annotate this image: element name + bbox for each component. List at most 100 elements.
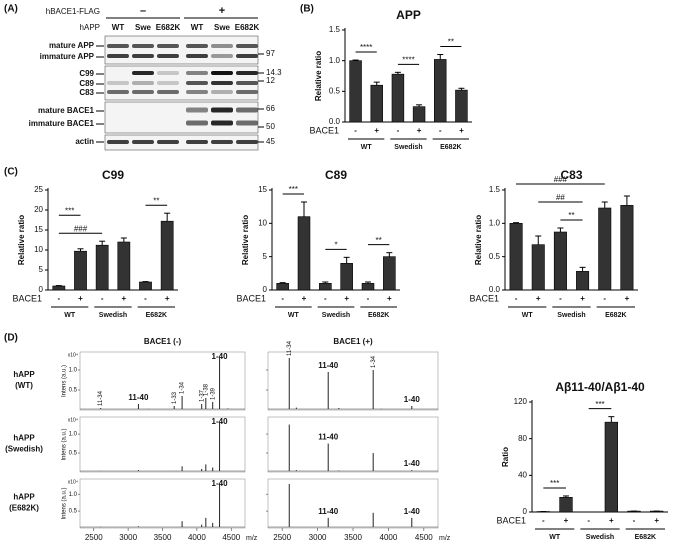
- y-tick-label: 0.0: [329, 117, 341, 126]
- bar: [74, 250, 87, 291]
- bar: [117, 241, 131, 291]
- x-tick-label: -: [324, 294, 327, 303]
- bar: [598, 207, 612, 291]
- y-tick-label: 0.5: [489, 252, 501, 261]
- lane-label: WT: [191, 23, 204, 32]
- x-tick-label: 4500: [222, 533, 240, 542]
- blot-band: [132, 54, 154, 58]
- y-tick-label: 1.0: [69, 432, 78, 438]
- significance-label: ###: [554, 175, 568, 184]
- y-tick-label: 0: [39, 285, 44, 294]
- y-axis-label: Relative ratio: [241, 215, 250, 265]
- blot-band: [236, 120, 258, 126]
- y-tick-label: 15: [258, 185, 267, 194]
- y-tick-label: 15: [34, 225, 43, 234]
- blot-band: [186, 54, 208, 58]
- blot-band: [132, 71, 154, 75]
- y-tick-label: 20: [34, 205, 43, 214]
- blot-frame: [104, 101, 259, 134]
- blot-band: [107, 54, 129, 58]
- blot-band: [236, 81, 258, 85]
- x-tick-label: -: [57, 294, 60, 303]
- peak-label: 1-40: [212, 417, 229, 426]
- y-tick-label: 0.5: [69, 509, 78, 515]
- y-axis-label: Intens (a.u.): [62, 428, 68, 460]
- peak-label: 1-40: [404, 459, 421, 468]
- y-tick-label: 40: [518, 470, 527, 479]
- spectrum-frame: [79, 416, 246, 473]
- x-tick-label: 2500: [85, 533, 103, 542]
- blot-row-label: hAPP: [80, 23, 100, 32]
- bar: [95, 244, 109, 291]
- blot-band: [186, 71, 208, 75]
- band-label: C89: [79, 79, 94, 88]
- marker-label: 45: [266, 137, 275, 146]
- band-label: mature APP: [49, 41, 95, 50]
- group-label: WT: [64, 312, 76, 319]
- y-axis-label: Ratio: [501, 447, 510, 467]
- bar: [160, 220, 174, 291]
- row-label: BACE1: [309, 125, 339, 135]
- x-tick-label: +: [654, 516, 659, 525]
- bar: [434, 59, 447, 123]
- bar: [604, 421, 618, 513]
- group-label: Swedish: [322, 312, 350, 319]
- group-label: E682K: [605, 312, 626, 319]
- x-tick-label: +: [564, 516, 569, 525]
- band-label: C99: [79, 69, 94, 78]
- blot-band: [236, 107, 258, 113]
- panel-label: (D): [4, 333, 18, 344]
- row-label: hAPP: [13, 434, 35, 443]
- lane-label: Swe: [135, 23, 152, 32]
- band-label: actin: [75, 137, 94, 146]
- marker-label: 14.3: [266, 68, 282, 77]
- blot-band: [157, 54, 179, 58]
- group-label: Swedish: [99, 312, 127, 319]
- peak-label: 1-40: [404, 395, 421, 404]
- group-label: Swedish: [586, 534, 614, 541]
- blot-band: [107, 81, 129, 85]
- spectrum-frame: [267, 351, 439, 411]
- y-tick-label: 1.5: [329, 25, 341, 34]
- significance-label: ***: [289, 185, 298, 194]
- blot-band: [107, 44, 129, 48]
- x-tick-label: 2500: [273, 533, 291, 542]
- group-label: WT: [288, 312, 300, 319]
- x-axis-label: m/z: [439, 535, 451, 542]
- bar: [297, 216, 311, 291]
- x-tick-label: 3500: [154, 533, 172, 542]
- column-title: BACE1 (-): [144, 337, 182, 346]
- blot-band: [211, 107, 233, 113]
- chart-title: C83: [560, 168, 582, 182]
- blot-band: [132, 140, 154, 144]
- significance-label: ****: [360, 43, 372, 52]
- group-label: E682K: [368, 312, 389, 319]
- bar: [139, 281, 152, 291]
- x-tick-label: -: [101, 294, 104, 303]
- bar: [576, 271, 590, 291]
- bar: [455, 89, 468, 123]
- significance-label: ***: [65, 206, 74, 215]
- lane-label: E682K: [156, 23, 181, 32]
- peak-label: 11-40: [128, 393, 149, 402]
- lane-label: WT: [112, 23, 125, 32]
- y-axis-label: Relative ratio: [17, 215, 26, 265]
- blot-band: [236, 140, 258, 144]
- significance-label: ###: [74, 224, 88, 233]
- peak-label: 1-40: [212, 352, 229, 361]
- x-tick-label: -: [515, 294, 518, 303]
- significance-label: **: [568, 211, 574, 220]
- significance-label: **: [376, 236, 382, 245]
- blot-band: [236, 44, 258, 48]
- x-tick-label: +: [78, 294, 83, 303]
- lane-label: E682K: [235, 23, 260, 32]
- x-tick-label: -: [397, 126, 400, 135]
- y-tick-label: 10: [258, 218, 267, 227]
- x-tick-label: +: [625, 294, 630, 303]
- x-tick-label: +: [609, 516, 614, 525]
- y-tick-label: 1.0: [329, 56, 341, 65]
- peak-label: 1-33: [172, 391, 178, 404]
- x-tick-label: +: [536, 294, 541, 303]
- group-label: E682K: [635, 534, 656, 541]
